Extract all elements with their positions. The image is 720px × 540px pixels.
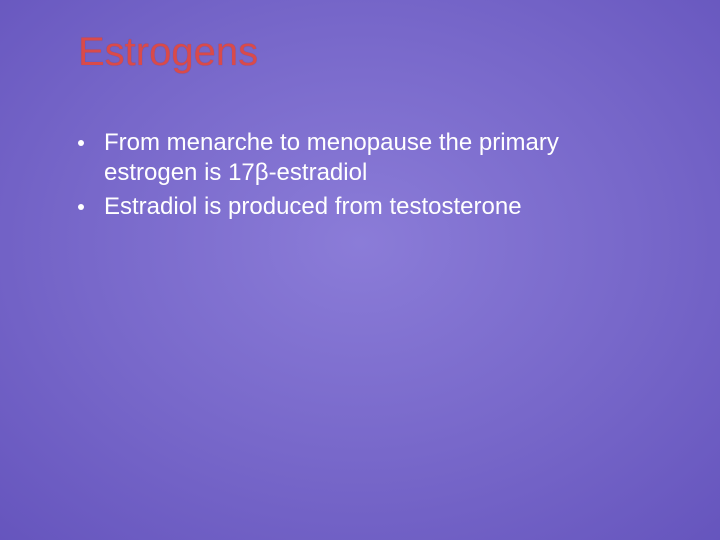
- slide-body: From menarche to menopause the primary e…: [78, 128, 658, 226]
- slide-title: Estrogens: [78, 30, 258, 75]
- slide: Estrogens From menarche to menopause the…: [0, 0, 720, 540]
- bullet-item: From menarche to menopause the primary e…: [78, 128, 658, 188]
- bullet-item: Estradiol is produced from testosterone: [78, 192, 658, 222]
